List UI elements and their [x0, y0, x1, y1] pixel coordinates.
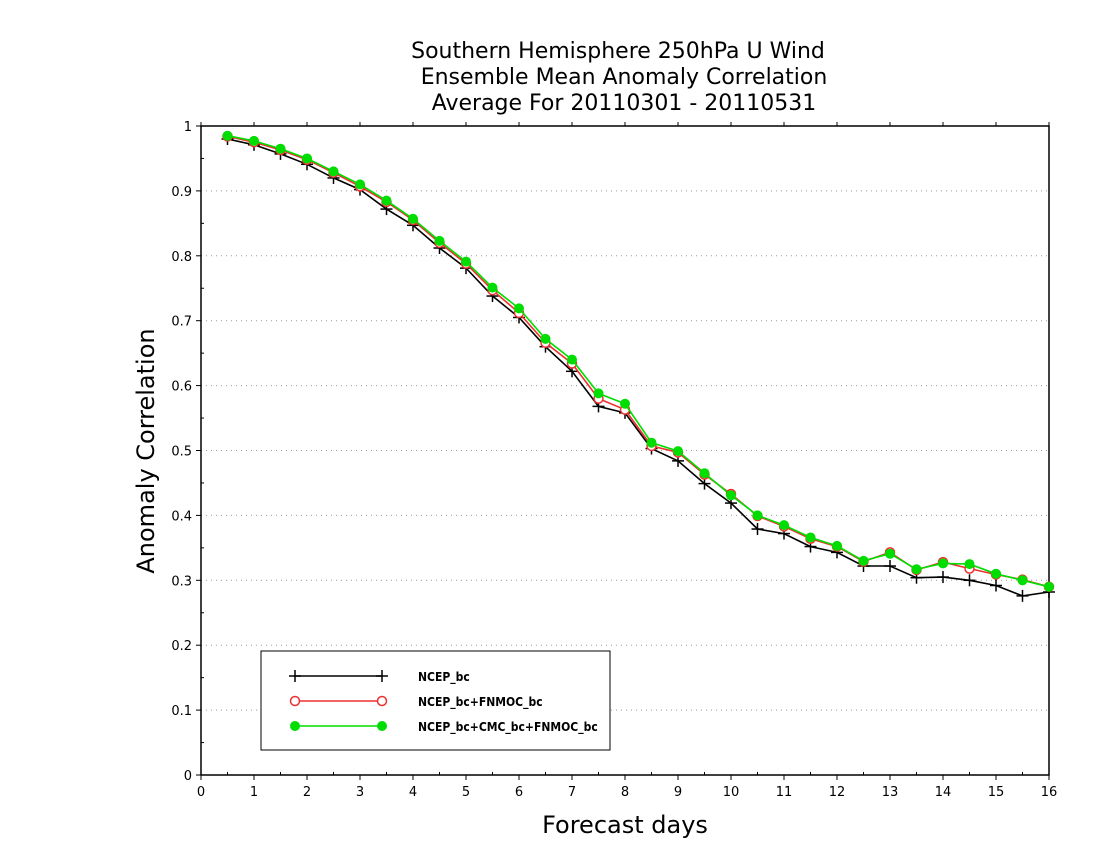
y-tick-label: 0.1 — [171, 704, 192, 719]
series-line — [227, 135, 1050, 588]
data-point — [408, 213, 418, 224]
data-point — [779, 520, 789, 531]
data-point — [567, 354, 577, 365]
x-tick-label: 6 — [515, 785, 523, 800]
x-tick-label: 4 — [409, 785, 417, 800]
legend: NCEP_bc NCEP_bc+FNMOC_bc NCEP_bc+CMC_bc+FN… — [260, 650, 611, 751]
data-point — [249, 135, 259, 146]
y-axis-ticks: 0 0.1 0.2 0.3 0.4 0.5 0.6 0.7 0.8 0.9 1 — [171, 120, 204, 784]
y-tick-label: 0.5 — [171, 445, 192, 460]
data-point — [328, 166, 339, 177]
y-tick-label: 0.2 — [171, 639, 192, 654]
legend-marker — [377, 721, 387, 731]
data-point — [751, 523, 764, 536]
data-point — [752, 510, 763, 521]
data-point — [937, 571, 949, 584]
legend-label: NCEP_bc+CMC_bc+FNMOC_bc — [418, 720, 598, 735]
data-point — [805, 532, 816, 543]
series-0 — [221, 132, 1055, 602]
legend-marker — [376, 670, 388, 682]
y-axis-label: Anomaly Correlation — [132, 328, 160, 573]
x-tick-label: 1 — [250, 785, 258, 800]
series-layer — [221, 130, 1055, 602]
x-axis-ticks: 0 1 2 3 4 5 6 7 8 9 10 11 12 13 14 15 16 — [197, 122, 1057, 800]
data-point — [1017, 575, 1028, 586]
legend-marker — [376, 695, 388, 707]
data-point — [434, 235, 445, 246]
data-point — [1044, 581, 1054, 592]
legend-label: NCEP_bc+FNMOC_bc — [418, 695, 543, 710]
data-point — [884, 560, 896, 573]
x-tick-label: 11 — [776, 785, 793, 800]
data-point — [646, 437, 657, 448]
series-line — [227, 138, 1050, 597]
title-line-1: Southern Hemisphere 250hPa U Wind — [411, 39, 825, 64]
x-tick-label: 16 — [1041, 785, 1058, 800]
series-2 — [222, 130, 1054, 592]
x-tick-label: 10 — [723, 785, 740, 800]
data-point — [620, 398, 630, 409]
x-axis-label: Forecast days — [542, 811, 708, 839]
title-line-3: Average For 20110301 - 20110531 — [432, 91, 817, 116]
x-tick-label: 14 — [935, 785, 952, 800]
x-tick-label: 7 — [568, 785, 576, 800]
data-point — [593, 388, 604, 399]
y-tick-label: 0.8 — [171, 250, 192, 265]
legend-item: NCEP_bc — [289, 670, 470, 685]
series-line — [227, 134, 1050, 588]
data-point — [991, 568, 1001, 579]
data-point — [1016, 589, 1029, 602]
data-point — [673, 446, 683, 457]
y-tick-label: 0.7 — [171, 315, 192, 330]
legend-marker — [290, 721, 300, 731]
data-point — [832, 540, 842, 551]
x-tick-label: 0 — [197, 785, 205, 800]
data-point — [302, 153, 312, 164]
data-point — [938, 558, 948, 569]
legend-label: NCEP_bc — [418, 670, 470, 685]
data-point — [381, 195, 392, 206]
data-point — [540, 333, 551, 344]
y-tick-label: 0.4 — [171, 509, 192, 524]
y-tick-label: 0 — [184, 769, 192, 784]
data-point — [699, 468, 710, 479]
data-point — [964, 559, 975, 570]
legend-item: NCEP_bc+CMC_bc+FNMOC_bc — [290, 720, 598, 735]
x-tick-label: 8 — [621, 785, 629, 800]
data-point — [487, 282, 498, 293]
data-point — [461, 256, 471, 267]
data-point — [275, 143, 286, 154]
title-line-2: Ensemble Mean Anomaly Correlation — [421, 65, 828, 90]
data-point — [911, 564, 922, 575]
x-tick-label: 15 — [988, 785, 1005, 800]
x-tick-label: 5 — [462, 785, 470, 800]
legend-marker — [289, 695, 301, 707]
y-tick-label: 0.3 — [171, 574, 192, 589]
data-point — [858, 555, 869, 566]
data-point — [222, 130, 233, 141]
gridlines — [201, 190, 1049, 711]
x-tick-label: 13 — [882, 785, 899, 800]
data-point — [885, 548, 895, 559]
data-point — [990, 579, 1002, 592]
data-point — [514, 303, 524, 314]
x-tick-label: 12 — [829, 785, 846, 800]
x-tick-label: 2 — [303, 785, 311, 800]
legend-item: NCEP_bc+FNMOC_bc — [289, 695, 543, 710]
x-tick-label: 9 — [674, 785, 682, 800]
y-tick-label: 0.6 — [171, 380, 192, 395]
y-tick-label: 1 — [184, 120, 192, 135]
chart-title: Southern Hemisphere 250hPa U Wind Ensemb… — [411, 39, 827, 116]
x-tick-label: 3 — [356, 785, 364, 800]
y-tick-label: 0.9 — [171, 185, 192, 200]
legend-marker — [289, 670, 301, 682]
data-point — [726, 490, 736, 501]
series-1 — [222, 131, 1055, 593]
data-point — [355, 179, 365, 190]
data-point — [963, 574, 976, 587]
